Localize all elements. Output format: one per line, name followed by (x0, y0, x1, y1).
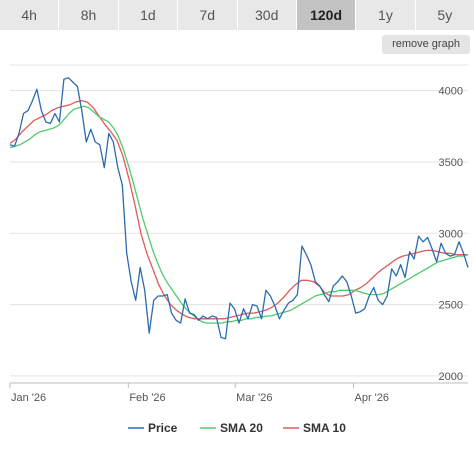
y-tick-label: 3000 (439, 228, 463, 240)
chart-legend: Price SMA 20 SMA 10 (128, 421, 346, 435)
x-tick-label: Feb '26 (129, 392, 165, 404)
y-tick-label: 3500 (439, 157, 463, 169)
tab-120d[interactable]: 120d (296, 0, 357, 30)
chart-series (9, 77, 469, 340)
price-chart: 2000 2500 3000 3500 4000 Jan '26 Feb '26 Mar '2… (9, 64, 469, 435)
tab-8h[interactable]: 8h (59, 0, 119, 30)
y-tick-label: 2500 (439, 300, 463, 312)
tab-1y[interactable]: 1y (356, 0, 416, 30)
tab-7d[interactable]: 7d (178, 0, 238, 30)
tab-4h[interactable]: 4h (0, 0, 60, 30)
x-tick-label: Jan '26 (11, 392, 46, 404)
series-line-sma-10 (9, 99, 468, 320)
chart-axes: 2000 2500 3000 3500 4000 Jan '26 Feb '26 Mar '2… (9, 86, 468, 404)
x-tick-label: Mar '26 (236, 392, 272, 404)
y-tick-label: 2000 (439, 371, 463, 383)
legend-label-price: Price (148, 421, 178, 435)
x-tick-label: Apr '26 (355, 392, 390, 404)
tab-30d[interactable]: 30d (237, 0, 297, 30)
remove-graph-button[interactable]: remove graph (382, 35, 470, 54)
chart-grid (10, 64, 468, 377)
y-tick-label: 4000 (439, 86, 463, 98)
legend-label-sma-20: SMA 20 (220, 421, 263, 435)
tab-5y[interactable]: 5y (415, 0, 474, 30)
series-line-sma-20 (9, 105, 469, 324)
series-line-price (9, 77, 469, 340)
tab-1d[interactable]: 1d (118, 0, 179, 30)
timeframe-tabs: 4h 8h 1d 7d 30d 120d 1y 5y (0, 0, 474, 30)
legend-label-sma-10: SMA 10 (303, 421, 346, 435)
